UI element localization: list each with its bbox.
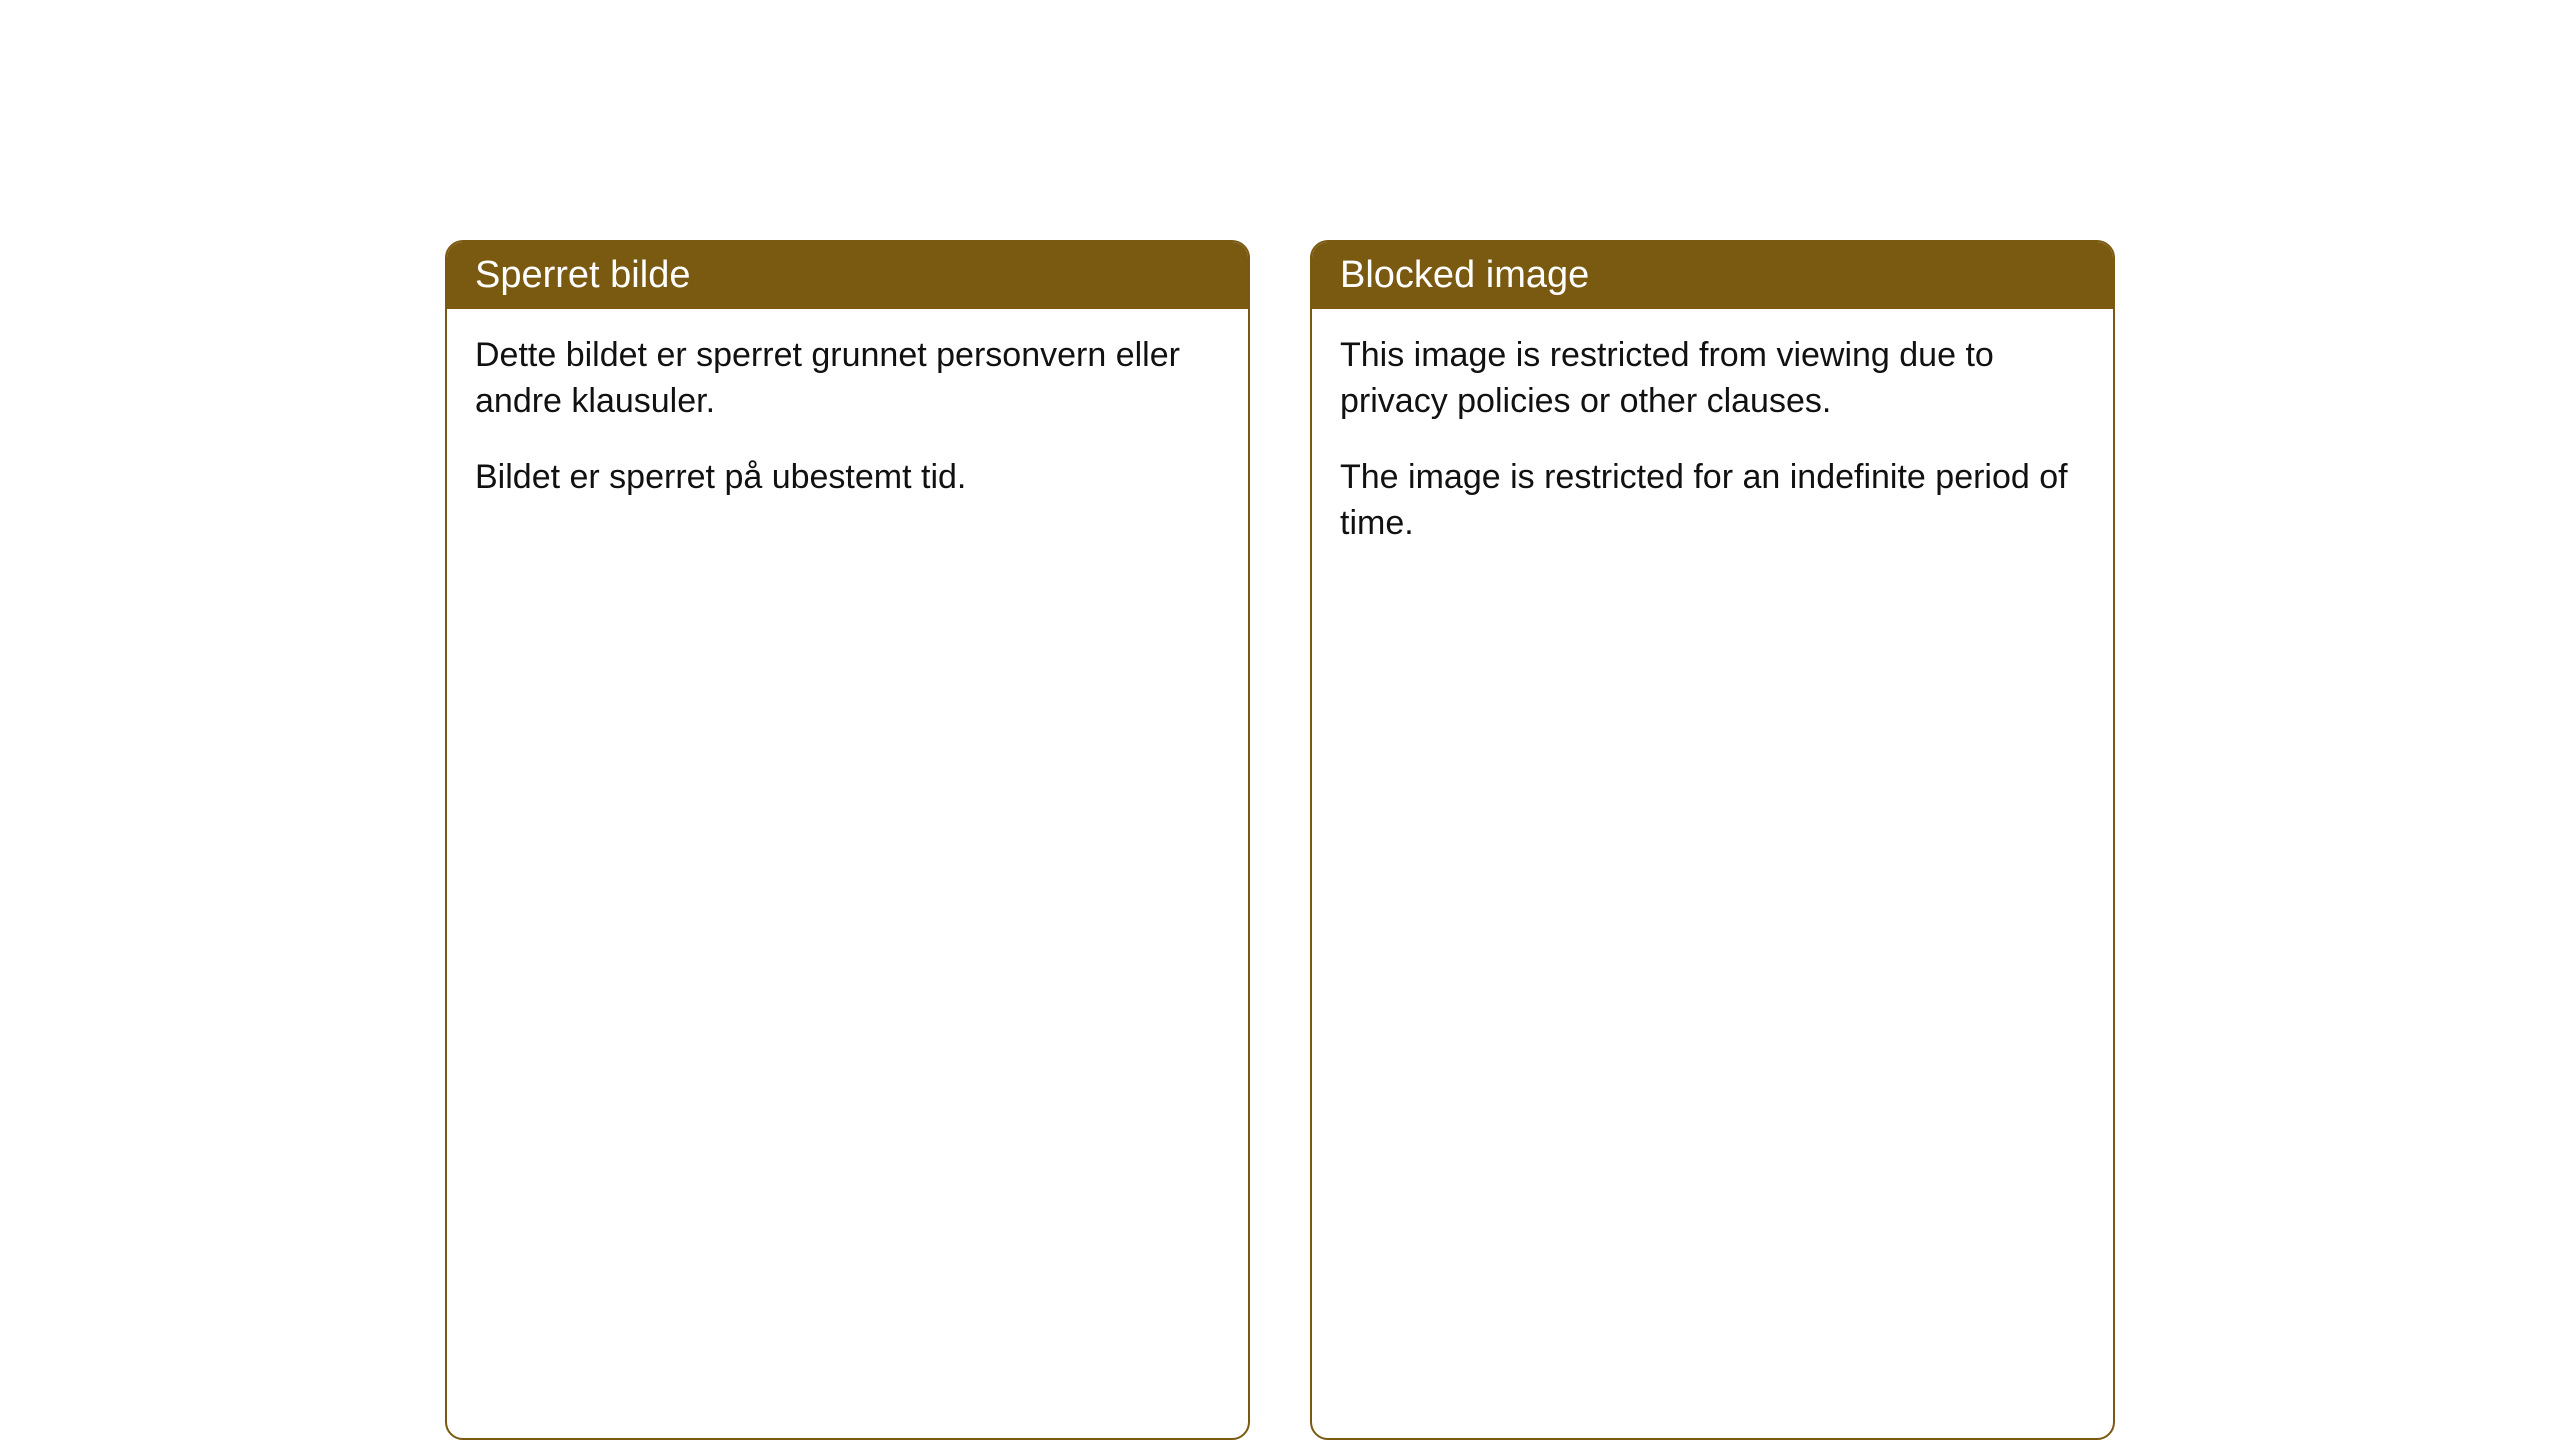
card-body: Dette bildet er sperret grunnet personve… xyxy=(447,309,1248,535)
notice-container: Sperret bilde Dette bildet er sperret gr… xyxy=(445,240,2115,1440)
notice-text-line-2: The image is restricted for an indefinit… xyxy=(1340,455,2085,547)
notice-text-line-1: Dette bildet er sperret grunnet personve… xyxy=(475,333,1220,425)
card-title: Blocked image xyxy=(1312,242,2113,309)
blocked-image-card-no: Sperret bilde Dette bildet er sperret gr… xyxy=(445,240,1250,1440)
card-title: Sperret bilde xyxy=(447,242,1248,309)
blocked-image-card-en: Blocked image This image is restricted f… xyxy=(1310,240,2115,1440)
notice-text-line-2: Bildet er sperret på ubestemt tid. xyxy=(475,455,1220,501)
notice-text-line-1: This image is restricted from viewing du… xyxy=(1340,333,2085,425)
card-body: This image is restricted from viewing du… xyxy=(1312,309,2113,581)
